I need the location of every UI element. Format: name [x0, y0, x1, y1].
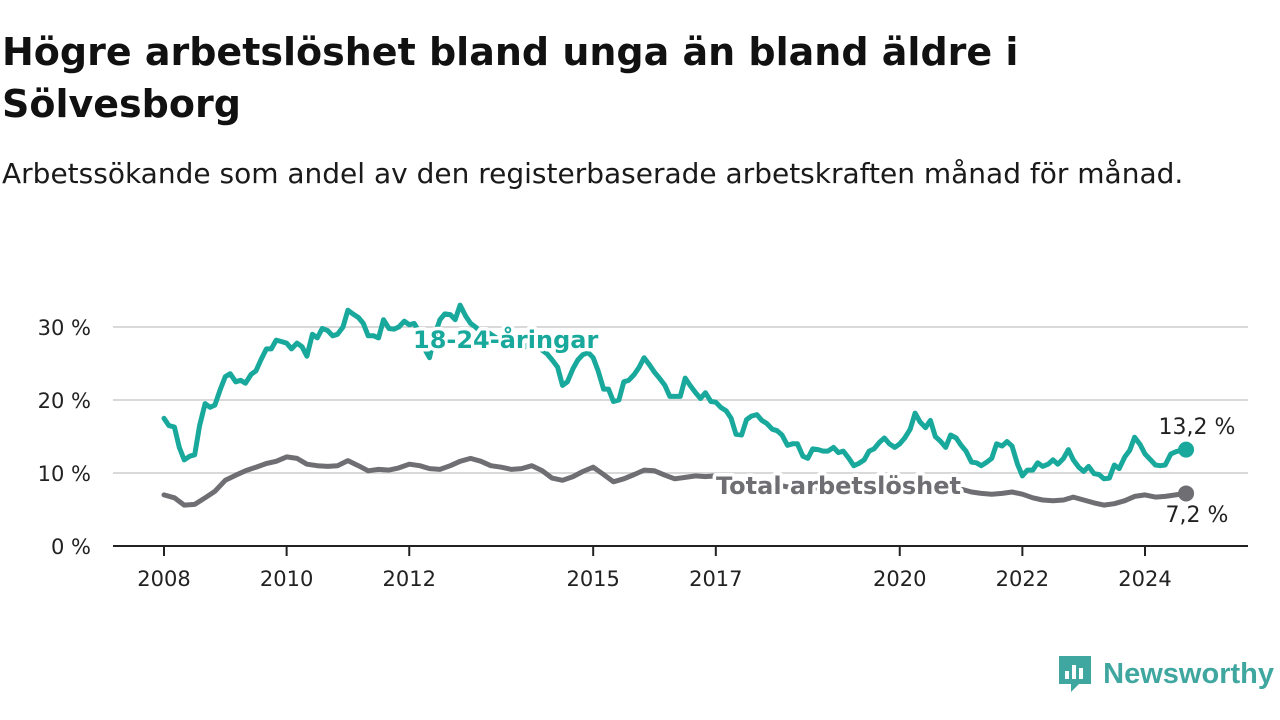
brand-name: Newsworthy — [1103, 657, 1274, 690]
series-label-youth-halo: 18-24-åringar — [413, 325, 598, 354]
series-lines — [161, 302, 1195, 508]
x-tick-label: 2017 — [689, 567, 742, 591]
y-tick-label: 10 % — [38, 462, 91, 486]
x-tick-label: 2015 — [566, 567, 619, 591]
y-tick-label: 20 % — [38, 389, 91, 413]
end-value-total: 7,2 % — [1166, 503, 1229, 528]
series-label-youth: 18-24-åringar — [413, 325, 598, 354]
y-tick-label: 30 % — [38, 316, 91, 340]
series-label-total-halo: Total arbetslöshet — [716, 472, 961, 500]
series-line-youth — [161, 302, 1189, 482]
x-tick-label: 2020 — [873, 567, 926, 591]
x-tick-label: 2012 — [383, 567, 436, 591]
y-tick-label: 0 % — [51, 535, 91, 559]
chart-title: Högre arbetslöshet bland unga än bland ä… — [2, 30, 1019, 126]
x-tick-label: 2008 — [137, 567, 190, 591]
newsworthy-logo-icon — [1059, 656, 1092, 692]
gridlines — [113, 326, 1248, 474]
x-tick-label: 2010 — [260, 567, 313, 591]
endpoint-youth — [1178, 441, 1195, 458]
x-tick-label: 2022 — [996, 567, 1049, 591]
chart-subtitle: Arbetssökande som andel av den registerb… — [2, 157, 1184, 190]
series-line-total — [161, 454, 1189, 508]
end-value-youth: 13,2 % — [1159, 415, 1236, 440]
x-tick-label: 2024 — [1118, 567, 1171, 591]
endpoint-total — [1178, 485, 1195, 502]
x-axis-ticks: 2008 2010 2012 2015 2017 2020 2022 2024 — [137, 546, 1172, 591]
newsworthy-brand: Newsworthy — [1057, 654, 1274, 694]
y-axis-ticks: 0 % 10 % 20 % 30 % — [38, 316, 91, 559]
series-label-total: Total arbetslöshet — [716, 472, 961, 500]
